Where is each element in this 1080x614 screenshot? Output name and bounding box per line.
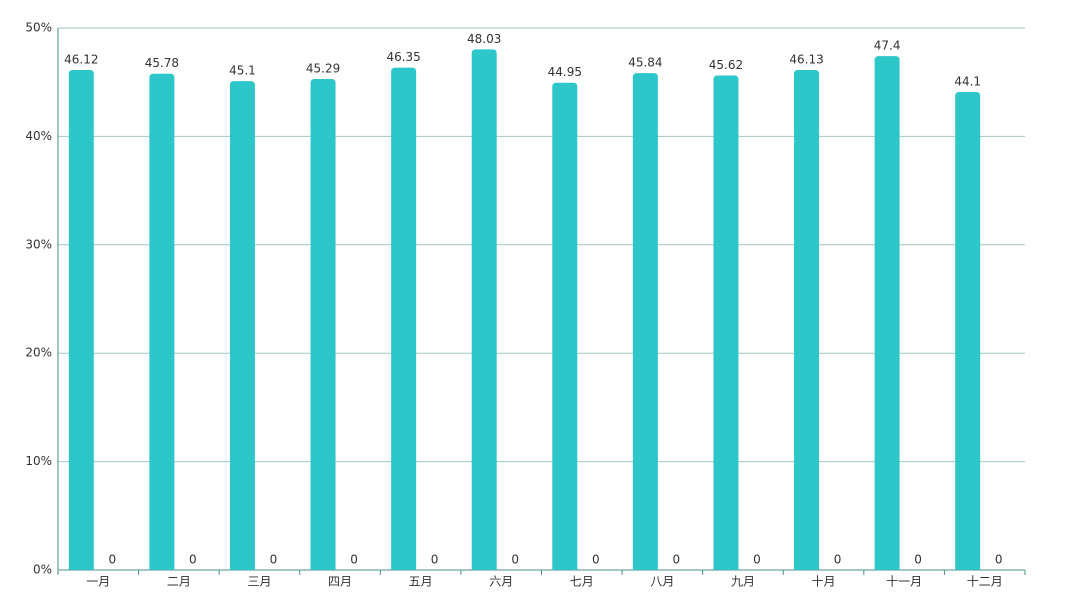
bar bbox=[552, 82, 578, 570]
data-label: 45.84 bbox=[628, 56, 662, 70]
x-tick-label: 七月 bbox=[570, 575, 594, 589]
data-label: 0 bbox=[914, 553, 922, 567]
x-tick-label: 三月 bbox=[247, 575, 271, 589]
bar bbox=[229, 81, 255, 570]
data-label: 46.35 bbox=[386, 50, 420, 64]
x-tick-label: 十一月 bbox=[886, 575, 922, 589]
bar bbox=[632, 73, 658, 571]
data-label: 0 bbox=[511, 553, 519, 567]
bar bbox=[794, 69, 820, 570]
x-tick-label: 十二月 bbox=[967, 575, 1003, 589]
data-label: 45.62 bbox=[709, 58, 743, 72]
data-label: 45.1 bbox=[229, 64, 256, 78]
y-tick-label: 30% bbox=[25, 237, 52, 251]
data-label: 0 bbox=[431, 553, 439, 567]
data-label: 44.1 bbox=[954, 74, 981, 88]
x-tick-label: 一月 bbox=[86, 575, 110, 589]
data-label: 0 bbox=[592, 553, 600, 567]
data-label: 45.78 bbox=[145, 56, 179, 70]
x-tick-label: 四月 bbox=[328, 575, 352, 589]
data-label: 0 bbox=[834, 553, 842, 567]
bar bbox=[955, 91, 981, 571]
data-label: 47.4 bbox=[874, 39, 901, 53]
bar bbox=[68, 70, 94, 570]
data-label: 0 bbox=[189, 553, 197, 567]
data-label: 0 bbox=[350, 553, 358, 567]
data-label: 46.12 bbox=[64, 53, 98, 67]
data-label: 45.29 bbox=[306, 62, 340, 76]
bar bbox=[874, 56, 900, 570]
data-label: 44.95 bbox=[548, 65, 582, 79]
bar bbox=[471, 49, 497, 571]
y-tick-label: 10% bbox=[25, 454, 52, 468]
x-tick-label: 八月 bbox=[650, 575, 674, 589]
y-tick-label: 40% bbox=[25, 129, 52, 143]
x-tick-label: 六月 bbox=[489, 575, 513, 589]
bar bbox=[149, 73, 175, 570]
data-label: 0 bbox=[673, 553, 681, 567]
x-tick-label: 二月 bbox=[167, 575, 191, 589]
x-tick-label: 九月 bbox=[731, 575, 755, 589]
bar bbox=[713, 75, 739, 571]
data-label: 0 bbox=[108, 553, 116, 567]
bar bbox=[310, 79, 336, 570]
data-label: 0 bbox=[270, 553, 278, 567]
data-label: 46.13 bbox=[789, 52, 823, 66]
data-label: 0 bbox=[753, 553, 761, 567]
bar bbox=[391, 67, 417, 570]
x-tick-label: 五月 bbox=[409, 575, 433, 589]
y-tick-label: 20% bbox=[25, 346, 52, 360]
data-label: 0 bbox=[995, 553, 1003, 567]
x-tick-label: 十月 bbox=[812, 575, 836, 589]
data-label: 48.03 bbox=[467, 32, 501, 46]
y-tick-label: 50% bbox=[25, 21, 52, 35]
y-tick-label: 0% bbox=[33, 563, 52, 577]
